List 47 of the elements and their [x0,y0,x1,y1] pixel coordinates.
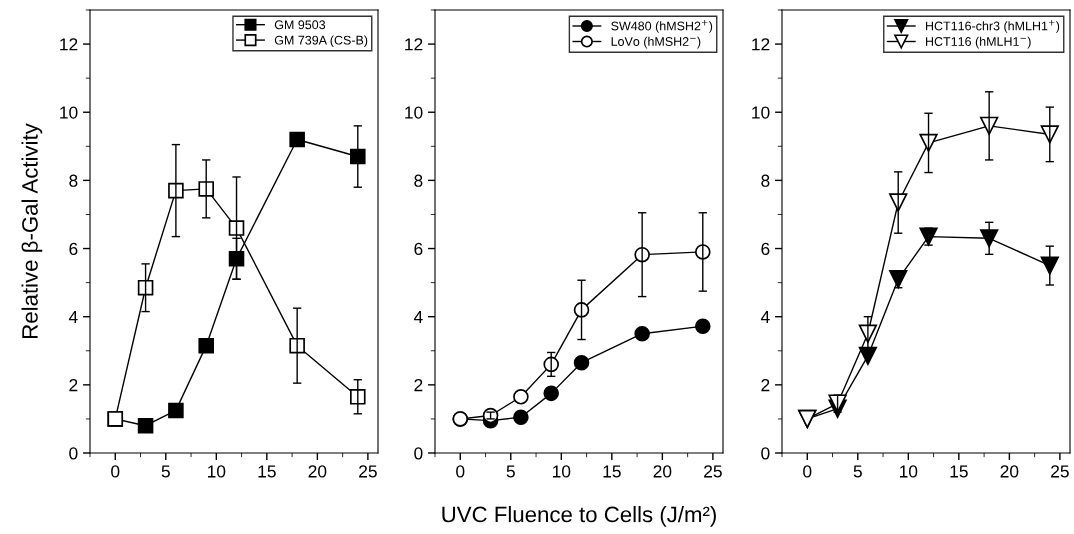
x-tick-label: 15 [603,465,621,478]
x-tick-label: 20 [653,465,672,478]
y-tick-label: 2 [761,379,770,392]
x-tick-label: 10 [899,465,918,478]
x-tick-label: 5 [853,465,862,478]
x-tick-label: 5 [161,465,170,478]
x-axis-title: UVC Fluence to Cells (J/m²) [442,505,716,527]
legend-label: GM 9503 [274,20,326,30]
y-tick-label: 4 [68,311,78,323]
y-axis-title: Relative β-Gal Activity [21,123,43,338]
x-tick-label: 25 [704,465,722,478]
y-tick-label: 12 [405,38,423,51]
y-tick-label: 10 [405,106,423,119]
y-tick-label: 4 [413,311,423,323]
y-tick-label: 2 [414,379,423,392]
x-tick-label: 15 [950,465,968,478]
x-tick-label: 25 [359,465,377,478]
y-tick-label: 0 [69,447,78,460]
x-tick-label: 20 [1000,465,1019,478]
legend-label: HCT116-chr3 (hMLH1$^{+}$) [926,20,1060,33]
y-tick-label: 0 [414,447,423,460]
y-tick-label: 8 [69,174,78,187]
y-tick-label: 6 [414,242,423,255]
x-tick-label: 15 [258,465,276,478]
y-tick-label: 10 [60,106,78,119]
legend-label: HCT116 (hMLH1$^{−}$) [926,36,1031,49]
x-tick-label: 10 [207,465,226,478]
x-tick-label: 20 [308,465,327,478]
legend-label: LoVo (hMSH2$^{−}$) [611,36,701,49]
legend-label: GM 739A (CS-B) [274,35,368,48]
y-tick-label: 6 [761,242,770,255]
x-tick-label: 0 [803,465,812,478]
y-tick-label: 12 [60,38,78,51]
legend-label: SW480 (hMSH2$^{+}$) [611,20,713,33]
x-tick-label: 0 [456,465,465,478]
y-tick-label: 8 [761,174,770,187]
x-tick-label: 25 [1051,465,1069,478]
y-tick-label: 4 [760,311,770,323]
y-tick-label: 10 [752,106,770,119]
y-tick-label: 6 [69,242,78,255]
y-tick-label: 0 [761,447,770,460]
y-tick-label: 2 [69,379,78,392]
x-tick-label: 10 [552,465,571,478]
y-tick-label: 12 [752,38,770,51]
y-tick-label: 8 [414,174,423,187]
x-tick-label: 5 [506,465,515,478]
x-tick-label: 0 [111,465,120,478]
